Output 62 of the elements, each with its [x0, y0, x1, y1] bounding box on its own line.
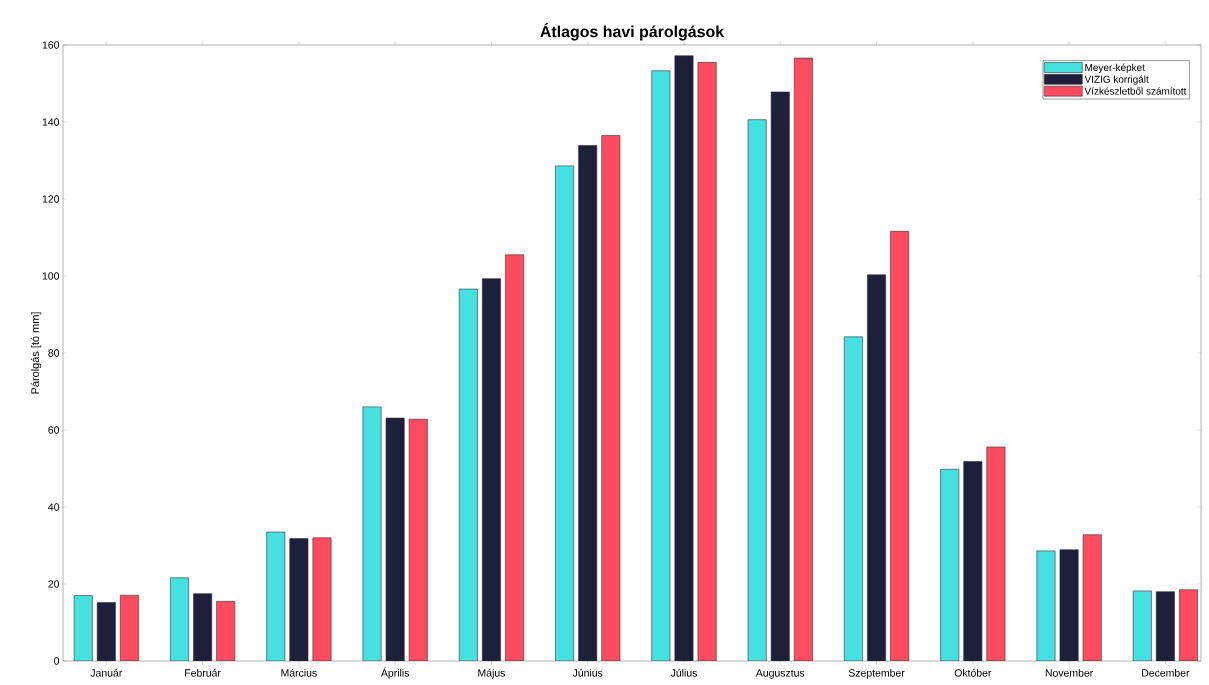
bar	[940, 468, 960, 661]
bar	[674, 55, 694, 661]
x-tick-label: Május	[478, 668, 505, 679]
y-tick-label: 140	[42, 118, 60, 126]
bar	[1155, 591, 1175, 661]
bar	[505, 254, 524, 661]
bar	[986, 446, 1006, 661]
bar	[963, 461, 983, 661]
y-tick-label: 80	[48, 349, 60, 357]
bar	[1083, 534, 1102, 661]
y-axis-title: Párolgás [tó mm]	[30, 312, 42, 394]
x-tick-label: Október	[954, 668, 992, 677]
bar	[697, 62, 717, 661]
x-tick-label: Július	[670, 668, 697, 677]
y-tick-label: 100	[42, 272, 60, 280]
x-tick-label: Február	[185, 668, 221, 677]
bar	[843, 336, 863, 661]
x-tick-label: December	[1142, 668, 1190, 677]
bar	[170, 577, 189, 661]
bar	[601, 135, 621, 661]
bar	[312, 537, 332, 661]
x-tick-label: Szeptember	[848, 668, 905, 679]
x-tick-label: Augusztus	[755, 669, 805, 679]
bar	[747, 119, 767, 661]
bar	[651, 70, 671, 661]
bar	[96, 602, 116, 661]
legend-label: Vízkészletből számított	[1084, 87, 1187, 95]
bar	[289, 538, 309, 661]
bar	[73, 595, 93, 661]
bar	[578, 145, 598, 661]
y-tick-label: 120	[42, 195, 60, 203]
bar	[458, 288, 478, 661]
bar	[385, 417, 405, 661]
bar	[408, 418, 428, 661]
bar	[867, 274, 886, 661]
bar	[481, 278, 501, 661]
bar	[770, 91, 790, 661]
bar	[119, 594, 139, 661]
bar	[890, 231, 910, 661]
bar	[1059, 549, 1079, 661]
y-tick-label: 60	[48, 426, 60, 434]
bar	[216, 601, 236, 661]
legend-label: Meyer-képket	[1085, 63, 1145, 73]
x-tick-label: Június	[572, 668, 603, 677]
bar	[793, 57, 813, 661]
y-tick-label: 160	[42, 41, 60, 49]
x-tick-label: Január	[90, 668, 123, 677]
bar	[1036, 550, 1056, 661]
y-tick-label: 40	[48, 503, 60, 511]
bar	[193, 593, 213, 661]
x-tick-label: November	[1045, 668, 1094, 677]
x-tick-label: Március	[281, 668, 317, 677]
bar	[555, 165, 575, 661]
bar	[1179, 589, 1198, 661]
legend-label: VIZIG korrigált	[1084, 75, 1149, 85]
bar	[266, 531, 286, 661]
bar	[1132, 590, 1152, 661]
y-tick-label: 0	[54, 657, 60, 665]
y-tick-label: 20	[48, 580, 60, 588]
x-tick-label: Április	[380, 667, 409, 679]
bar	[362, 406, 382, 661]
chart-title: Átlagos havi párolgások	[540, 22, 725, 41]
